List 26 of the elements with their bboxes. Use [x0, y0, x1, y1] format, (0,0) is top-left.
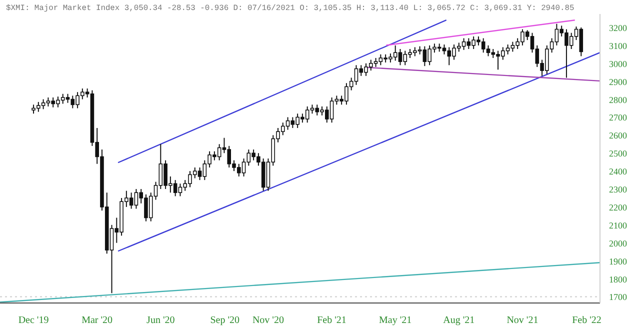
- y-tick-label: 2200: [609, 202, 628, 212]
- x-tick-label: Jun '20: [146, 315, 175, 326]
- x-tick-label: Sep '20: [210, 315, 240, 326]
- x-tick-label: Nov '21: [506, 315, 538, 326]
- y-tick-label: 2800: [609, 94, 628, 105]
- x-tick-label: May '21: [379, 315, 412, 326]
- x-tick-label: Dec '19: [18, 315, 49, 326]
- y-tick-label: 2000: [609, 238, 628, 248]
- y-tick-label: 2300: [609, 184, 628, 195]
- y-tick-label: 2400: [609, 166, 628, 177]
- y-tick-label: 3000: [609, 58, 628, 69]
- y-tick-label: 3100: [609, 40, 628, 51]
- y-tick-label: 1700: [609, 292, 628, 302]
- x-tick-label: Mar '20: [82, 315, 113, 326]
- y-tick-label: 1900: [609, 256, 628, 266]
- y-tick-label: 1800: [609, 274, 628, 284]
- x-tick-label: Aug '21: [443, 315, 475, 326]
- y-tick-label: 2700: [609, 112, 628, 123]
- x-tick-label: Feb '22: [572, 315, 602, 326]
- x-tick-label: Nov '20: [252, 315, 284, 326]
- y-tick-label: 2100: [609, 220, 628, 230]
- y-tick-label: 2600: [609, 130, 628, 141]
- y-tick-label: 2500: [609, 148, 628, 159]
- y-tick-label: 2900: [609, 76, 628, 87]
- x-tick-label: Feb '21: [317, 315, 346, 326]
- y-tick-label: 3200: [609, 22, 628, 33]
